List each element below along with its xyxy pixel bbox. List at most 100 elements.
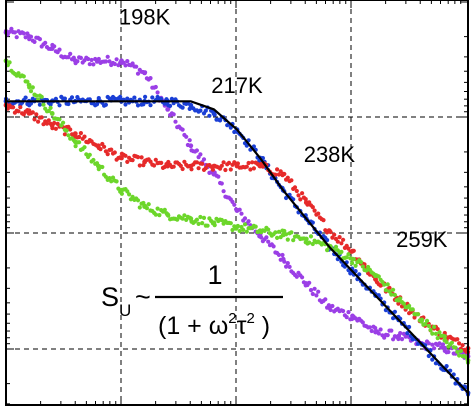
sample-point-238k — [196, 166, 201, 171]
series-198k — [3, 26, 471, 360]
sample-point-217k — [325, 238, 330, 243]
sample-point-198k — [221, 189, 226, 194]
sample-point-259k — [110, 175, 116, 180]
formula-numerator: 1 — [207, 260, 222, 290]
sample-point-198k — [246, 219, 251, 224]
sample-point-238k — [285, 175, 290, 180]
sample-point-198k — [294, 274, 299, 279]
annotation-259k: 259K — [396, 227, 448, 252]
data-point-259k — [72, 139, 78, 145]
sample-point-259k — [391, 287, 396, 292]
sample-point-198k — [346, 310, 351, 315]
formula-tau: τ — [237, 312, 247, 340]
sample-point-259k — [401, 301, 406, 306]
sample-point-259k — [7, 60, 12, 65]
data-point-259k — [234, 224, 240, 230]
sample-point-259k — [180, 216, 185, 221]
sample-point-198k — [399, 337, 405, 342]
sample-point-238k — [248, 167, 253, 172]
sample-point-238k — [171, 164, 176, 169]
data-point-259k — [49, 111, 55, 116]
svg-text:~: ~ — [135, 282, 151, 312]
sample-point-259k — [455, 349, 460, 354]
sample-point-259k — [344, 255, 349, 260]
sample-point-259k — [182, 213, 187, 218]
data-point-217k — [188, 102, 194, 108]
sample-point-259k — [442, 334, 447, 339]
data-point-259k — [142, 204, 148, 210]
sample-point-217k — [69, 95, 75, 100]
sample-point-259k — [410, 307, 415, 312]
sample-point-259k — [135, 198, 141, 203]
sample-point-198k — [91, 62, 96, 67]
sample-point-238k — [77, 134, 82, 140]
sample-point-259k — [100, 164, 105, 170]
sample-point-198k — [148, 76, 153, 81]
sample-point-238k — [152, 163, 157, 168]
sample-point-238k — [250, 160, 255, 165]
sample-point-238k — [18, 105, 23, 110]
sample-point-238k — [296, 193, 301, 198]
sample-point-198k — [135, 71, 141, 76]
sample-point-238k — [194, 160, 199, 165]
sample-point-259k — [48, 105, 53, 110]
sample-point-259k — [392, 292, 397, 298]
data-point-259k — [396, 297, 402, 303]
sample-point-238k — [455, 337, 460, 342]
sample-point-217k — [198, 108, 203, 113]
sample-point-198k — [280, 252, 285, 258]
sample-point-259k — [458, 348, 463, 354]
sample-point-259k — [310, 241, 315, 247]
sample-point-238k — [62, 132, 67, 137]
sample-point-217k — [391, 316, 396, 321]
sample-point-217k — [48, 102, 53, 107]
data-point-259k — [303, 236, 309, 242]
sample-point-198k — [323, 297, 328, 302]
sample-point-259k — [39, 94, 44, 99]
sample-point-259k — [157, 213, 162, 218]
sample-point-238k — [123, 153, 128, 158]
sample-point-238k — [251, 166, 256, 171]
data-point-238k — [72, 131, 78, 137]
sample-point-238k — [396, 301, 401, 306]
sample-point-259k — [360, 264, 365, 269]
data-point-217k — [211, 111, 217, 116]
sample-point-198k — [114, 57, 119, 62]
data-point-259k — [211, 220, 217, 226]
sample-point-198k — [344, 315, 349, 320]
sample-point-217k — [180, 105, 185, 110]
sample-point-238k — [125, 159, 130, 164]
sample-point-238k — [337, 235, 342, 240]
data-point-259k — [96, 163, 101, 169]
sample-point-259k — [266, 227, 271, 232]
sample-point-238k — [53, 126, 59, 131]
sample-point-238k — [137, 163, 142, 168]
data-point-238k — [211, 163, 217, 169]
sample-point-259k — [127, 192, 132, 197]
data-point-198k — [96, 58, 101, 64]
sample-point-259k — [153, 212, 158, 217]
sample-point-217k — [405, 331, 410, 336]
sample-point-238k — [219, 163, 224, 168]
sample-point-259k — [198, 214, 203, 220]
sample-point-198k — [66, 55, 71, 60]
data-point-198k — [442, 345, 448, 351]
sample-point-238k — [244, 164, 249, 169]
sample-point-238k — [135, 155, 141, 160]
sample-point-198k — [134, 64, 139, 69]
data-point-238k — [234, 163, 240, 169]
sample-point-238k — [312, 208, 317, 213]
sample-point-198k — [57, 47, 62, 52]
data-point-238k — [327, 228, 332, 234]
sample-point-259k — [291, 238, 296, 243]
sample-point-198k — [316, 289, 321, 294]
sample-point-238k — [139, 155, 144, 160]
sample-point-259k — [383, 288, 388, 293]
data-point-198k — [49, 46, 55, 51]
sample-point-259k — [275, 235, 280, 240]
sample-point-198k — [312, 286, 317, 291]
sample-point-198k — [367, 325, 372, 330]
sample-point-259k — [244, 229, 249, 234]
sample-point-259k — [200, 221, 205, 226]
